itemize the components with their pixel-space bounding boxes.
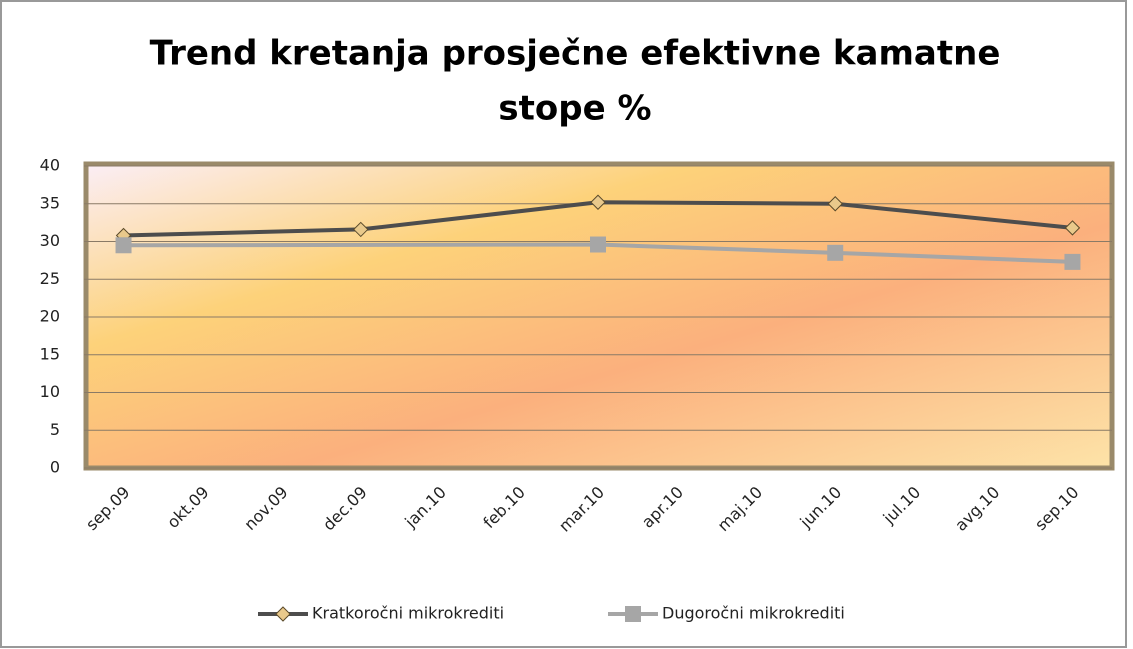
series-marker [1064, 253, 1081, 270]
y-tick-label: 15 [40, 344, 60, 363]
legend-label: Dugoročni mikrokrediti [662, 604, 845, 623]
series-marker [590, 236, 606, 253]
series-marker [827, 244, 844, 261]
legend-marker [625, 606, 641, 622]
y-tick-label: 20 [40, 307, 60, 326]
legend-label: Kratkoročni mikrokrediti [312, 604, 504, 623]
y-tick-label: 30 [40, 231, 60, 250]
y-tick-label: 0 [50, 458, 60, 477]
plot-area [83, 161, 1115, 471]
series-line [123, 242, 1073, 264]
chart-title: stope % [498, 89, 651, 129]
series-marker [1064, 220, 1081, 236]
series-marker [353, 221, 369, 238]
y-tick-label: 40 [40, 156, 60, 175]
y-tick-label: 5 [50, 420, 60, 439]
chart-title: Trend kretanja prosječne efektivne kamat… [150, 34, 1001, 74]
series-marker [115, 237, 132, 254]
series-marker [827, 196, 843, 212]
legend-marker [275, 606, 291, 622]
series-marker [590, 194, 606, 210]
y-tick-label: 35 [40, 193, 60, 212]
y-tick-label: 25 [40, 269, 60, 288]
y-tick-label: 10 [40, 382, 60, 401]
